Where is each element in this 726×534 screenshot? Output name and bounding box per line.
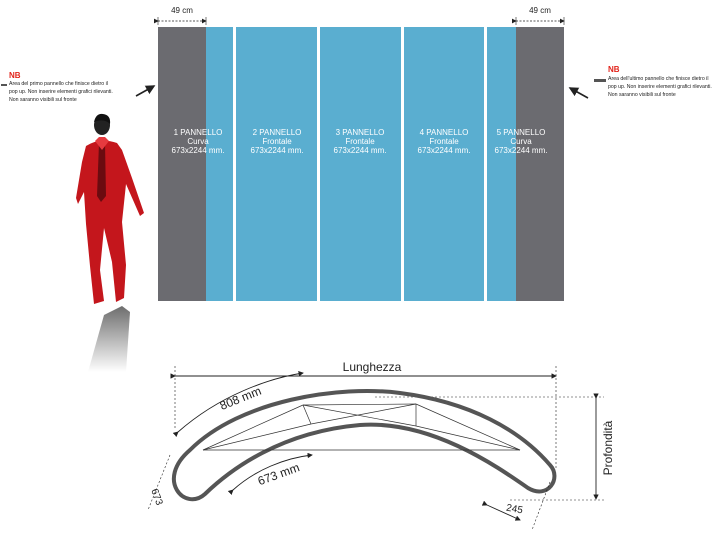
dim-673-arc — [227, 452, 313, 496]
panel-4-label: 4 PANNELLO Frontale 673x2244 mm. — [402, 128, 486, 155]
right-note-line: pop up. Non inserire elementi grafici ri… — [608, 84, 712, 90]
stand-outer-arc — [171, 389, 557, 502]
panel-3-type: Frontale — [345, 137, 375, 146]
right-note-text: Area dell'ultimo pannello che finisce di… — [608, 75, 726, 99]
dim-end-left-line — [147, 454, 171, 511]
right-note-title: NB — [608, 65, 620, 74]
panel-4-size: 673x2244 mm. — [417, 146, 471, 155]
panel-3-label: 3 PANNELLO Frontale 673x2244 mm. — [318, 128, 402, 155]
human-figure — [76, 113, 144, 372]
left-note-text: Area del primo pannello che finisce diet… — [9, 80, 159, 104]
figure-tie — [97, 143, 106, 202]
left-width-dimension — [154, 17, 207, 25]
right-note-line: Area dell'ultimo pannello che finisce di… — [608, 76, 709, 82]
left-note-line: Area del primo pannello che finisce diet… — [9, 81, 108, 87]
depth-label: Profondità — [601, 420, 615, 475]
right-note-line: Non saranno visibili sul fronte — [608, 92, 676, 98]
panel-5-name: 5 PANNELLO — [496, 128, 546, 137]
panel-1-name: 1 PANNELLO — [173, 128, 223, 137]
figure-hair — [94, 113, 111, 124]
panel-5-type: Curva — [510, 137, 532, 146]
panel-strip — [158, 27, 564, 301]
length-label: Lunghezza — [343, 360, 402, 374]
panel-2-size: 673x2244 mm. — [250, 146, 304, 155]
dim-end-right-line — [481, 500, 521, 521]
right-note-marker — [594, 79, 606, 82]
panel-2 — [236, 27, 317, 301]
panel-1-type: Curva — [187, 137, 209, 146]
figure-collar — [95, 137, 109, 150]
dim-end-left-label: 673 — [148, 487, 164, 507]
panel-2-label: 2 PANNELLO Frontale 673x2244 mm. — [235, 128, 319, 155]
figure-body — [76, 140, 144, 304]
panel-1-visible-area — [206, 27, 233, 301]
right-width-label: 49 cm — [529, 6, 551, 15]
right-note-arrow — [568, 87, 589, 99]
panel-4-name: 4 PANNELLO — [419, 128, 469, 137]
panel-2-name: 2 PANNELLO — [252, 128, 302, 137]
panel-4 — [404, 27, 484, 301]
truss-frame — [202, 403, 521, 451]
left-note-line: Non saranno visibili sul fronte — [9, 97, 77, 103]
panel-3-size: 673x2244 mm. — [333, 146, 387, 155]
left-note-line: pop up. Non inserire elementi grafici ri… — [9, 89, 113, 95]
left-width-label: 49 cm — [171, 6, 193, 15]
left-note-marker — [1, 84, 7, 86]
panel-1-label: 1 PANNELLO Curva 673x2244 mm. — [156, 128, 240, 155]
dim-end-right-label: 245 — [505, 503, 524, 517]
panel-4-type: Frontale — [429, 137, 459, 146]
panel-5-size: 673x2244 mm. — [494, 146, 548, 155]
right-width-dimension — [512, 17, 565, 25]
panel-3-name: 3 PANNELLO — [335, 128, 385, 137]
left-note-title: NB — [9, 71, 21, 80]
dim-673-label: 673 mm — [256, 460, 302, 488]
panel-1-size: 673x2244 mm. — [171, 146, 225, 155]
panel-1-hidden-area — [158, 27, 206, 301]
panel-5-visible-area — [487, 27, 516, 301]
left-note-arrow — [135, 85, 156, 97]
panel-5-label: 5 PANNELLO Curva 673x2244 mm. — [479, 128, 563, 155]
panel-5-hidden-area — [516, 27, 564, 301]
panel-2-type: Frontale — [262, 137, 292, 146]
plan-view: Lunghezza Profondità 808 mm 673 mm 673 2… — [147, 360, 615, 531]
panel-3 — [320, 27, 401, 301]
figure-shadow — [88, 306, 130, 372]
dim-808-arc — [172, 371, 304, 438]
